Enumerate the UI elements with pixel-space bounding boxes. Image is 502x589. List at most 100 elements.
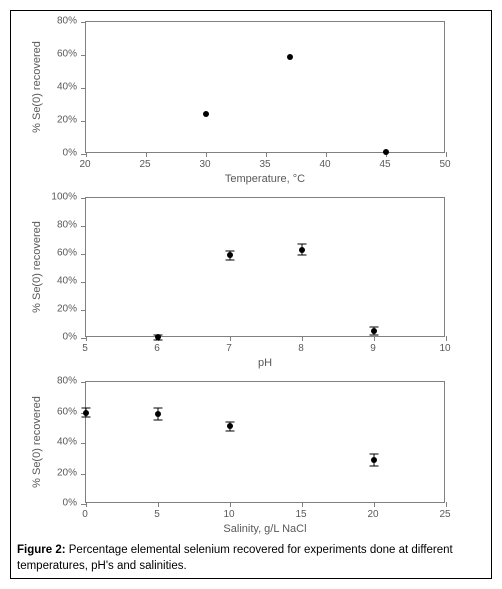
x-tick-label: 25 bbox=[139, 159, 150, 170]
x-tick bbox=[446, 502, 447, 507]
x-tick-label: 25 bbox=[439, 509, 450, 520]
x-tick-label: 0 bbox=[82, 509, 88, 520]
y-axis-label: % Se(0) recovered bbox=[31, 396, 43, 488]
x-tick-label: 9 bbox=[370, 343, 376, 354]
y-tick bbox=[81, 121, 86, 122]
caption-label: Figure 2: bbox=[17, 544, 66, 556]
x-axis-label: Temperature, °C bbox=[225, 173, 305, 185]
x-tick-label: 7 bbox=[226, 343, 232, 354]
y-tick bbox=[81, 198, 86, 199]
x-tick-label: 10 bbox=[439, 343, 450, 354]
x-tick bbox=[326, 152, 327, 157]
error-cap bbox=[370, 453, 379, 454]
error-cap bbox=[154, 407, 163, 408]
error-cap bbox=[370, 335, 379, 336]
x-tick-label: 35 bbox=[259, 159, 270, 170]
y-tick bbox=[81, 504, 86, 505]
y-tick bbox=[81, 310, 86, 311]
x-tick bbox=[230, 336, 231, 341]
x-tick bbox=[86, 336, 87, 341]
data-point bbox=[227, 423, 233, 429]
y-tick-label: 60% bbox=[57, 248, 77, 259]
x-axis-label: pH bbox=[258, 357, 272, 369]
y-tick-label: 100% bbox=[51, 192, 77, 203]
error-cap bbox=[298, 255, 307, 256]
x-tick-label: 15 bbox=[295, 509, 306, 520]
data-point bbox=[83, 410, 89, 416]
error-cap bbox=[226, 430, 235, 431]
error-cap bbox=[82, 417, 91, 418]
y-tick bbox=[81, 282, 86, 283]
y-tick-label: 40% bbox=[57, 276, 77, 287]
x-tick-label: 20 bbox=[79, 159, 90, 170]
x-tick-label: 20 bbox=[367, 509, 378, 520]
x-tick-label: 10 bbox=[223, 509, 234, 520]
y-tick-label: 80% bbox=[57, 376, 77, 387]
data-point bbox=[371, 328, 377, 334]
y-tick-label: 20% bbox=[57, 304, 77, 315]
data-point bbox=[371, 457, 377, 463]
y-tick bbox=[81, 338, 86, 339]
y-tick-label: 60% bbox=[57, 406, 77, 417]
data-point bbox=[227, 252, 233, 258]
plot-area-ph bbox=[85, 197, 445, 337]
data-point bbox=[203, 111, 209, 117]
data-point bbox=[299, 247, 305, 253]
y-tick bbox=[81, 443, 86, 444]
x-tick bbox=[302, 336, 303, 341]
figure-2: % Se(0) recovered Temperature, °C 20 25 30… bbox=[10, 10, 492, 579]
x-tick-label: 40 bbox=[319, 159, 330, 170]
y-tick-label: 20% bbox=[57, 115, 77, 126]
y-tick-label: 20% bbox=[57, 467, 77, 478]
y-tick bbox=[81, 154, 86, 155]
x-tick-label: 45 bbox=[379, 159, 390, 170]
y-tick-label: 80% bbox=[57, 16, 77, 27]
x-tick bbox=[86, 152, 87, 157]
x-tick bbox=[206, 152, 207, 157]
panel-salinity: % Se(0) recovered Salinity, g/L NaCl 0 5 1… bbox=[15, 377, 487, 539]
x-tick bbox=[374, 502, 375, 507]
y-tick-label: 0% bbox=[63, 498, 77, 509]
y-tick bbox=[81, 55, 86, 56]
x-tick bbox=[374, 336, 375, 341]
x-tick bbox=[146, 152, 147, 157]
x-tick-label: 5 bbox=[82, 343, 88, 354]
x-tick-label: 30 bbox=[199, 159, 210, 170]
data-point bbox=[155, 411, 161, 417]
x-tick-label: 6 bbox=[154, 343, 160, 354]
y-axis-label: % Se(0) recovered bbox=[31, 41, 43, 133]
y-tick bbox=[81, 226, 86, 227]
y-tick-label: 60% bbox=[57, 49, 77, 60]
error-cap bbox=[154, 420, 163, 421]
x-tick bbox=[302, 502, 303, 507]
x-tick bbox=[446, 152, 447, 157]
plot-area-salinity bbox=[85, 381, 445, 503]
y-tick-label: 0% bbox=[63, 148, 77, 159]
caption-text: Percentage elemental selenium recovered … bbox=[17, 544, 453, 572]
y-tick-label: 80% bbox=[57, 220, 77, 231]
y-tick bbox=[81, 88, 86, 89]
x-tick bbox=[230, 502, 231, 507]
x-tick-label: 5 bbox=[154, 509, 160, 520]
panel-temperature: % Se(0) recovered Temperature, °C 20 25 30… bbox=[15, 17, 487, 189]
error-cap bbox=[298, 244, 307, 245]
error-cap bbox=[226, 259, 235, 260]
plot-area-temperature bbox=[85, 21, 445, 153]
y-tick-label: 40% bbox=[57, 82, 77, 93]
y-tick bbox=[81, 474, 86, 475]
x-tick bbox=[266, 152, 267, 157]
y-tick bbox=[81, 22, 86, 23]
y-tick bbox=[81, 382, 86, 383]
data-point bbox=[383, 149, 389, 155]
y-tick bbox=[81, 254, 86, 255]
data-point bbox=[155, 334, 161, 340]
x-axis-label: Salinity, g/L NaCl bbox=[223, 523, 306, 535]
x-tick-label: 50 bbox=[439, 159, 450, 170]
data-point bbox=[287, 54, 293, 60]
x-tick bbox=[446, 336, 447, 341]
panel-ph: % Se(0) recovered pH 56789100%20%40%60%8… bbox=[15, 193, 487, 373]
x-tick bbox=[86, 502, 87, 507]
y-tick-label: 0% bbox=[63, 332, 77, 343]
x-tick-label: 8 bbox=[298, 343, 304, 354]
y-tick-label: 40% bbox=[57, 437, 77, 448]
